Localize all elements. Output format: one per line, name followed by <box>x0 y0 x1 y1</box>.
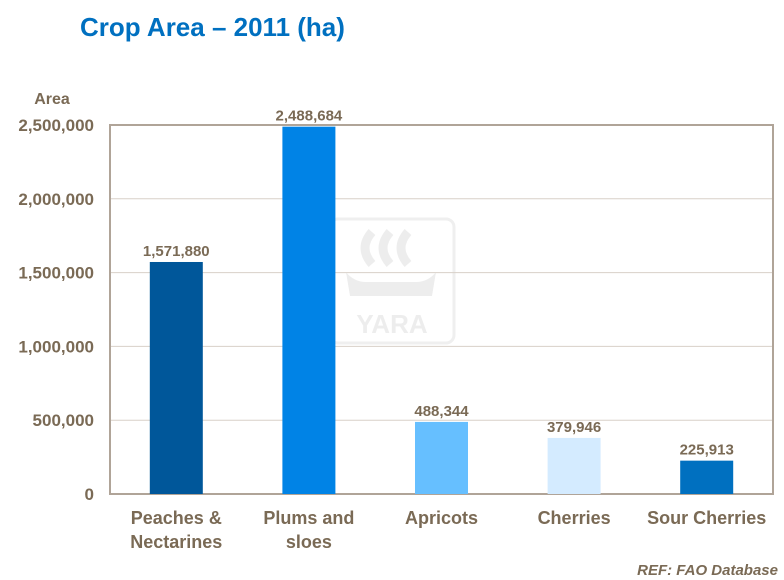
y-tick-label: 500,000 <box>33 411 94 430</box>
y-tick-label: 2,000,000 <box>18 190 94 209</box>
bar <box>547 437 601 494</box>
y-axis-label: Area <box>34 91 70 108</box>
chart-title: Crop Area – 2011 (ha) <box>80 12 345 42</box>
data-label: 488,344 <box>414 403 469 420</box>
x-tick-label: Plums and <box>263 508 354 528</box>
data-label: 225,913 <box>680 442 734 459</box>
bar <box>149 261 203 494</box>
data-label: 379,946 <box>547 419 601 436</box>
x-tick-label: Apricots <box>405 508 478 528</box>
x-tick-label: Cherries <box>538 508 611 528</box>
x-tick-label: Sour Cherries <box>647 508 766 528</box>
y-tick-label: 0 <box>85 485 94 504</box>
bar <box>282 126 336 495</box>
y-tick-label: 2,500,000 <box>18 116 94 135</box>
x-tick-label: Peaches & <box>131 508 222 528</box>
x-tick-label: Nectarines <box>130 532 222 552</box>
x-tick-label: sloes <box>286 532 332 552</box>
data-label: 1,571,880 <box>143 243 210 260</box>
bar <box>680 460 734 494</box>
reference-note: REF: FAO Database <box>637 562 778 579</box>
svg-text:YARA: YARA <box>356 309 428 339</box>
bar <box>415 421 468 494</box>
data-label: 2,488,684 <box>276 108 343 125</box>
watermark-logo: YARA <box>328 217 456 345</box>
y-tick-label: 1,500,000 <box>18 264 94 283</box>
y-tick-label: 1,000,000 <box>18 337 94 356</box>
